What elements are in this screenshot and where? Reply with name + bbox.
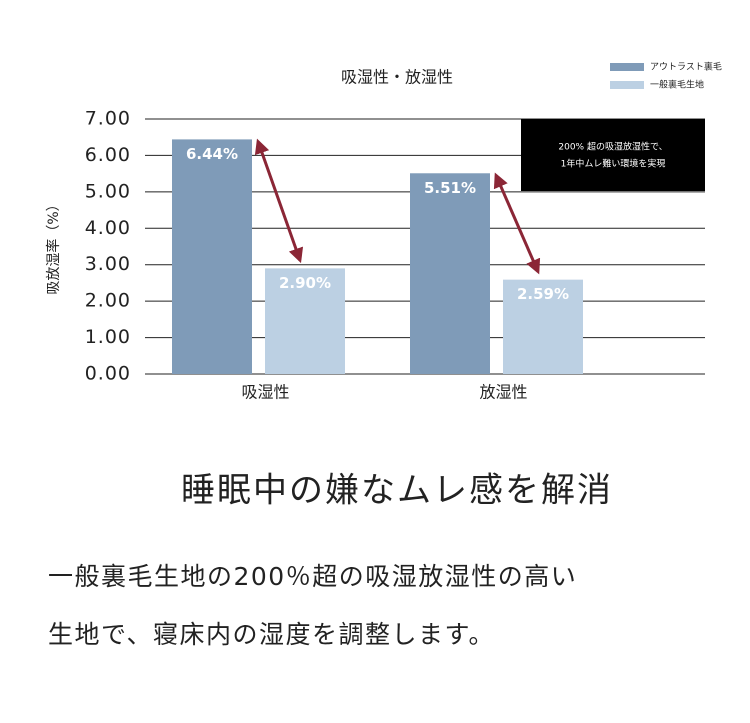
legend-label: 一般裏毛生地 [650,79,704,91]
annotation-box [521,119,705,191]
heading: 睡眠中の嫌なムレ感を解消 [181,471,613,511]
value-label: 2.90% [279,274,331,292]
legend-label: アウトラスト裏毛 [650,61,722,73]
y-tick-label: 5.00 [85,180,131,202]
bar [410,173,490,374]
y-tick-label: 0.00 [85,363,131,385]
bar [503,279,583,374]
value-label: 5.51% [424,179,476,197]
arrow [254,138,304,264]
body-line: 生地で、寝床内の湿度を調整します。 [48,620,495,649]
bar [265,268,345,374]
bar [172,139,252,374]
x-tick-label: 吸湿性 [241,383,289,402]
arrow [493,172,541,275]
annotation-text: 200% 超の吸湿放湿性で、 [558,141,667,153]
value-label: 6.44% [186,145,238,163]
legend-swatch [610,63,644,71]
y-tick-label: 4.00 [85,217,131,239]
y-tick-label: 2.00 [85,290,131,312]
y-tick-label: 6.00 [85,144,131,166]
value-label: 2.59% [517,285,569,303]
x-tick-label: 放湿性 [479,383,527,402]
y-tick-label: 3.00 [85,253,131,275]
chart-title: 吸湿性・放湿性 [341,68,453,87]
y-tick-label: 1.00 [85,326,131,348]
body-line: 一般裏毛生地の200％超の吸湿放湿性の高い [48,562,577,591]
annotation-text: 1年中ムレ難い環境を実現 [561,158,666,170]
y-tick-label: 7.00 [85,108,131,130]
y-axis-label: 吸放湿率（%） [45,197,62,294]
legend-swatch [610,81,644,89]
